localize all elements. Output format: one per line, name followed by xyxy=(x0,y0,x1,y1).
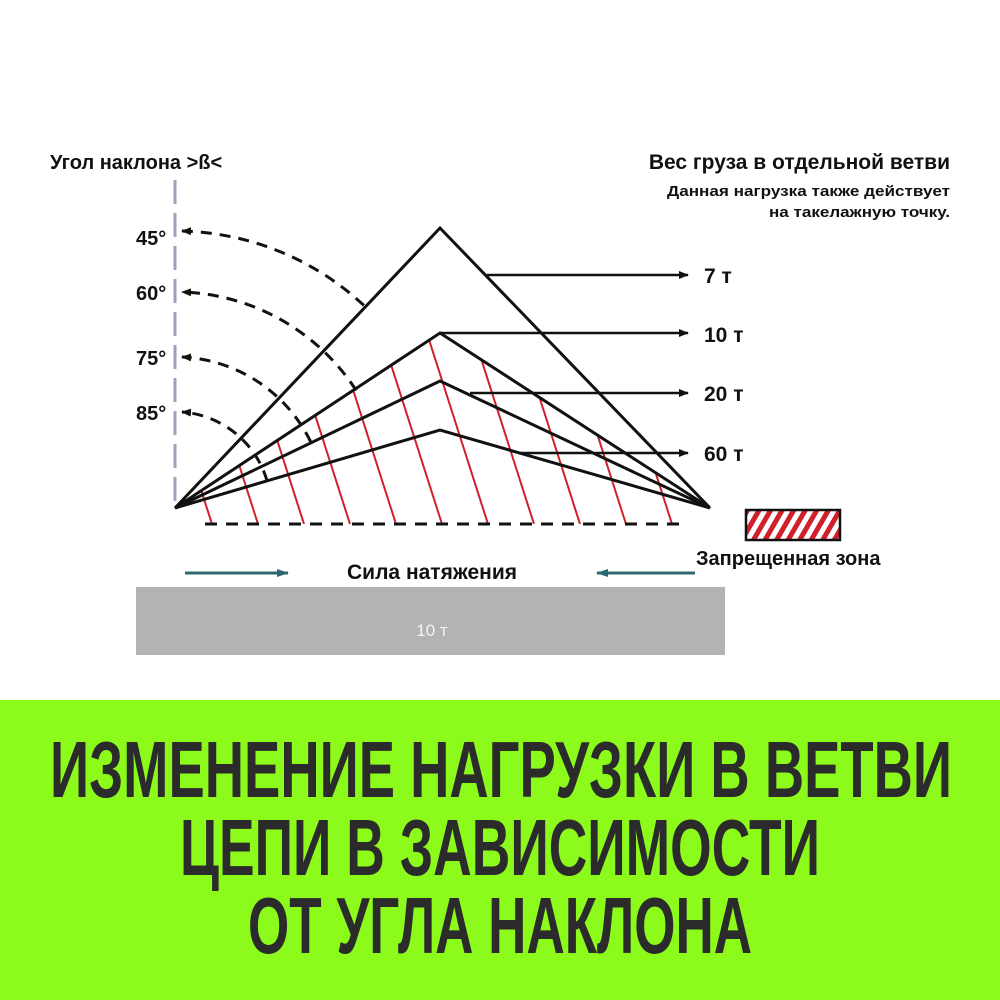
sling-20t xyxy=(174,379,711,510)
load-note-2: на такелажную точку. xyxy=(769,204,950,221)
load-block-label: 10 т xyxy=(416,621,448,640)
load-label-60t: 60 т xyxy=(704,443,743,466)
load-label-10t: 10 т xyxy=(704,324,743,347)
sling-10t xyxy=(174,331,711,510)
angle-arc-2 xyxy=(181,288,358,392)
hatch-line xyxy=(232,333,305,524)
hatch-line xyxy=(600,333,673,524)
legend-swatch xyxy=(744,508,842,542)
sling-7t xyxy=(173,225,712,510)
angle-arc-4 xyxy=(181,408,269,482)
angle-arc-1 xyxy=(181,227,365,307)
sling-60t xyxy=(174,428,711,510)
hatch-line xyxy=(416,333,489,524)
legend-label: Запрещенная зона xyxy=(696,548,881,570)
banner-line-3: ОТ УГЛА НАКЛОНА xyxy=(248,881,752,970)
angle-label-75: 75° xyxy=(136,348,166,370)
angle-label-60: 60° xyxy=(136,283,166,305)
banner-line-2: ЦЕПИ В ЗАВИСИМОСТИ xyxy=(180,803,820,892)
tension-label: Сила натяжения xyxy=(347,561,517,584)
angle-header: Угол наклона >ß< xyxy=(50,152,222,174)
load-note-1: Данная нагрузка также действует xyxy=(667,183,950,200)
load-block xyxy=(136,587,725,655)
load-label-7t: 7 т xyxy=(704,265,732,288)
banner-line-1: ИЗМЕНЕНИЕ НАГРУЗКИ В ВЕТВИ xyxy=(50,725,952,814)
load-label-20t: 20 т xyxy=(704,383,743,406)
load-header: Вес груза в отдельной ветви xyxy=(649,151,950,174)
hatch-line xyxy=(462,333,535,524)
angle-label-85: 85° xyxy=(136,403,166,425)
sling-angle-diagram: Угол наклона >ß< Вес груза в отдельной в… xyxy=(50,151,950,655)
angle-arc-3 xyxy=(181,353,313,443)
title-banner: ИЗМЕНЕНИЕ НАГРУЗКИ В ВЕТВИ ЦЕПИ В ЗАВИСИ… xyxy=(0,700,1000,1000)
angle-label-45: 45° xyxy=(136,228,166,250)
forbidden-zone-hatch xyxy=(175,333,673,524)
